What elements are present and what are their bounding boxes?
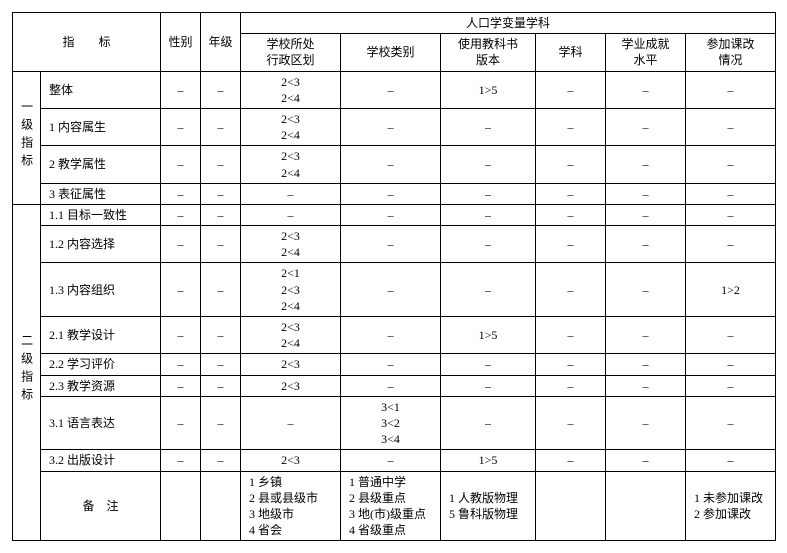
remarks-label: 备 注 [41,471,161,541]
col-v3: 使用教科书 版本 [441,34,536,71]
col-v1: 学校所处 行政区划 [241,34,341,71]
level2-row: 2.2 学习评价––2<3––––– [13,354,776,375]
row-name: 1.3 内容组织 [41,263,161,317]
level2-row: 二级指标1.1 目标一致性–––––––– [13,204,776,225]
row-name: 1.1 目标一致性 [41,204,161,225]
row-name: 3 表征属性 [41,183,161,204]
col-demog: 人口学变量学科 [241,13,776,34]
level1-row: 1 内容属生––2<32<4––––– [13,108,776,145]
level1-row: 2 教学属性––2<32<4––––– [13,146,776,183]
row-name: 2.2 学习评价 [41,354,161,375]
col-v5: 学业成就 水平 [606,34,686,71]
level1-row: 一级指标整体––2<32<4–1>5––– [13,71,776,108]
row-name: 3.1 语言表达 [41,396,161,450]
level2-header: 二级指标 [18,334,34,406]
level2-row: 2.1 教学设计––2<32<4–1>5––– [13,317,776,354]
col-v6: 参加课改 情况 [686,34,776,71]
level1-header: 一级指标 [18,100,34,172]
indicator-label: 指 标 [63,35,111,49]
level2-row: 3.2 出版设计––2<3–1>5––– [13,450,776,471]
row-name: 1.2 内容选择 [41,226,161,263]
level1-row: 3 表征属性–––––––– [13,183,776,204]
remarks-row: 备 注1 乡镇2 县或县级市3 地级市4 省会1 普通中学2 县级重点3 地(市… [13,471,776,541]
indicator-table: 指 标 性别 年级 人口学变量学科 学校所处 行政区划 学校类别 使用教科书 版… [12,12,776,541]
col-indicator: 指 标 [13,13,161,72]
col-v2: 学校类别 [341,34,441,71]
level2-row: 2.3 教学资源––2<3––––– [13,375,776,396]
level2-row: 1.2 内容选择––2<32<4––––– [13,226,776,263]
row-name: 整体 [41,71,161,108]
col-sex: 性别 [161,13,201,72]
row-name: 2.3 教学资源 [41,375,161,396]
level2-row: 3.1 语言表达–––3<13<23<4–––– [13,396,776,450]
row-name: 3.2 出版设计 [41,450,161,471]
col-v4: 学科 [536,34,606,71]
row-name: 2.1 教学设计 [41,317,161,354]
col-grade: 年级 [201,13,241,72]
row-name: 1 内容属生 [41,108,161,145]
row-name: 2 教学属性 [41,146,161,183]
level2-row: 1.3 内容组织––2<12<32<4––––1>2 [13,263,776,317]
